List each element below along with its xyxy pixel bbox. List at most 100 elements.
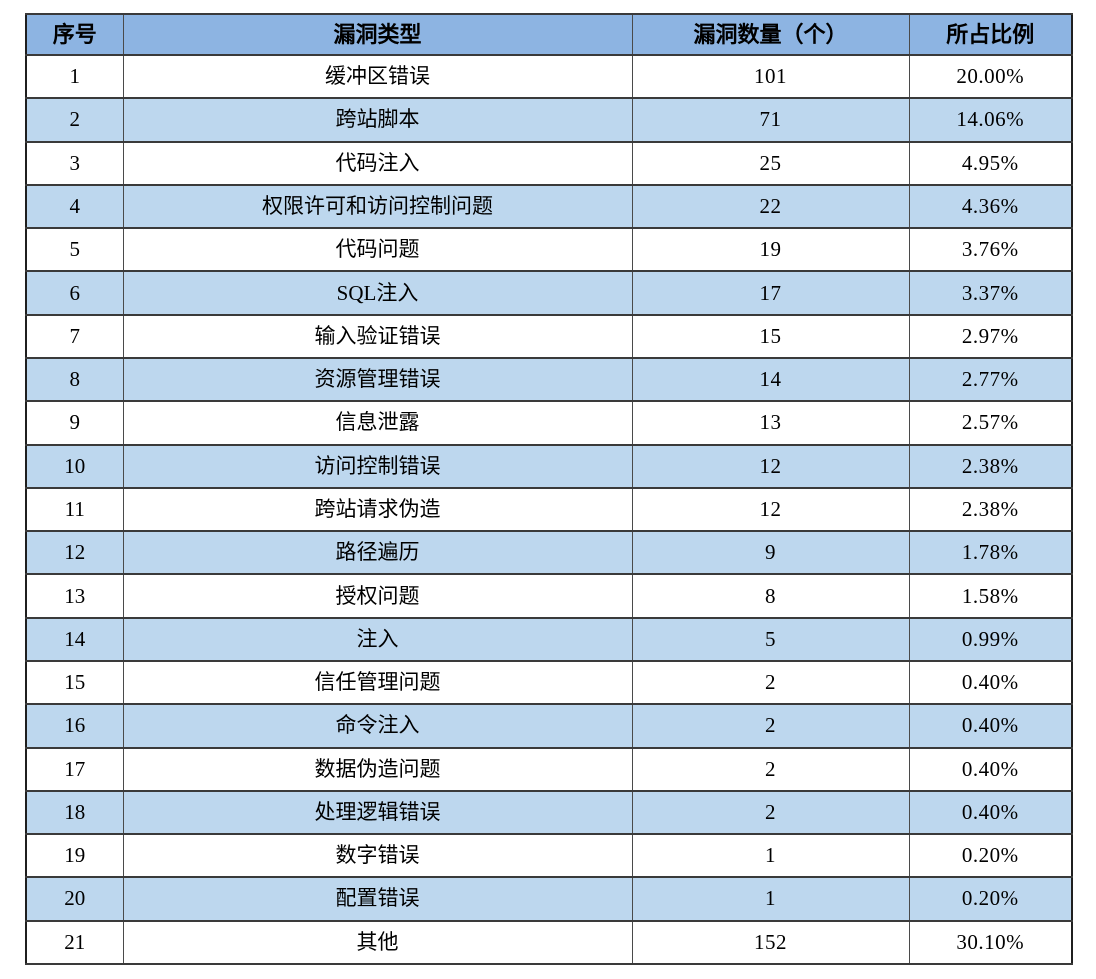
cell-vuln-count: 9: [631, 530, 910, 576]
cell-row-number: 21: [25, 919, 124, 966]
cell-vuln-type: 代码注入: [122, 140, 633, 186]
cell-vuln-count: 71: [631, 97, 910, 143]
cell-vuln-ratio: 3.76%: [908, 227, 1073, 273]
cell-vuln-ratio: 2.97%: [908, 313, 1073, 359]
cell-vuln-count: 2: [631, 789, 910, 836]
cell-vuln-ratio: 0.99%: [908, 616, 1073, 662]
cell-vuln-ratio: 2.77%: [908, 356, 1073, 403]
cell-vuln-count: 14: [631, 356, 910, 403]
cell-vuln-count: 8: [631, 573, 910, 619]
cell-vuln-type: 权限许可和访问控制问题: [122, 183, 633, 230]
table-row: 21 其他 152 30.10%: [25, 919, 1073, 966]
cell-row-number: 6: [25, 270, 124, 316]
cell-vuln-type: 信息泄露: [122, 400, 633, 446]
cell-vuln-count: 17: [631, 270, 910, 316]
cell-vuln-type: 配置错误: [122, 876, 633, 922]
table-row: 1 缓冲区错误 101 20.00%: [25, 53, 1073, 100]
cell-vuln-type: 跨站请求伪造: [122, 486, 633, 533]
cell-vuln-count: 2: [631, 703, 910, 749]
cell-vuln-ratio: 2.57%: [908, 400, 1073, 446]
table-row: 8 资源管理错误 14 2.77%: [25, 356, 1073, 403]
table-row: 18 处理逻辑错误 2 0.40%: [25, 789, 1073, 836]
cell-vuln-count: 101: [631, 53, 910, 100]
cell-vuln-type: 命令注入: [122, 703, 633, 749]
cell-vuln-ratio: 30.10%: [908, 919, 1073, 966]
cell-vuln-type: 授权问题: [122, 573, 633, 619]
vulnerability-stats-table: 序号 漏洞类型 漏洞数量（个） 所占比例 1 缓冲区错误 101 20.00% …: [25, 13, 1073, 966]
table-row: 6 SQL注入 17 3.37%: [25, 270, 1073, 316]
cell-vuln-ratio: 2.38%: [908, 486, 1073, 533]
cell-vuln-count: 1: [631, 876, 910, 922]
cell-vuln-ratio: 20.00%: [908, 53, 1073, 100]
cell-row-number: 7: [25, 313, 124, 359]
table-row: 20 配置错误 1 0.20%: [25, 876, 1073, 922]
cell-vuln-ratio: 2.38%: [908, 443, 1073, 489]
cell-vuln-count: 1: [631, 833, 910, 879]
cell-vuln-count: 22: [631, 183, 910, 230]
cell-vuln-type: 跨站脚本: [122, 97, 633, 143]
cell-vuln-type: 其他: [122, 919, 633, 966]
cell-row-number: 20: [25, 876, 124, 922]
cell-row-number: 15: [25, 659, 124, 706]
cell-vuln-ratio: 0.20%: [908, 833, 1073, 879]
cell-vuln-type: SQL注入: [122, 270, 633, 316]
cell-vuln-count: 12: [631, 486, 910, 533]
cell-row-number: 9: [25, 400, 124, 446]
header-row: 序号 漏洞类型 漏洞数量（个） 所占比例: [25, 13, 1073, 56]
cell-row-number: 13: [25, 573, 124, 619]
table-row: 4 权限许可和访问控制问题 22 4.36%: [25, 183, 1073, 230]
cell-vuln-count: 25: [631, 140, 910, 186]
cell-row-number: 19: [25, 833, 124, 879]
cell-row-number: 16: [25, 703, 124, 749]
cell-row-number: 14: [25, 616, 124, 662]
cell-vuln-ratio: 1.78%: [908, 530, 1073, 576]
table-row: 9 信息泄露 13 2.57%: [25, 400, 1073, 446]
cell-vuln-ratio: 4.36%: [908, 183, 1073, 230]
cell-vuln-ratio: 0.20%: [908, 876, 1073, 922]
cell-vuln-count: 2: [631, 746, 910, 792]
cell-vuln-type: 输入验证错误: [122, 313, 633, 359]
cell-vuln-ratio: 0.40%: [908, 703, 1073, 749]
cell-vuln-ratio: 0.40%: [908, 659, 1073, 706]
cell-vuln-type: 缓冲区错误: [122, 53, 633, 100]
table-row: 3 代码注入 25 4.95%: [25, 140, 1073, 186]
cell-vuln-count: 2: [631, 659, 910, 706]
cell-vuln-ratio: 14.06%: [908, 97, 1073, 143]
cell-vuln-count: 19: [631, 227, 910, 273]
header-cell-count: 漏洞数量（个）: [631, 13, 910, 56]
table-row: 17 数据伪造问题 2 0.40%: [25, 746, 1073, 792]
table-row: 7 输入验证错误 15 2.97%: [25, 313, 1073, 359]
table-row: 14 注入 5 0.99%: [25, 616, 1073, 662]
table-body: 1 缓冲区错误 101 20.00% 2 跨站脚本 71 14.06% 3 代码…: [25, 53, 1073, 966]
cell-row-number: 18: [25, 789, 124, 836]
table-row: 16 命令注入 2 0.40%: [25, 703, 1073, 749]
cell-row-number: 12: [25, 530, 124, 576]
header-cell-no: 序号: [25, 13, 124, 56]
cell-vuln-ratio: 0.40%: [908, 746, 1073, 792]
cell-vuln-type: 数据伪造问题: [122, 746, 633, 792]
cell-vuln-count: 15: [631, 313, 910, 359]
cell-vuln-type: 路径遍历: [122, 530, 633, 576]
cell-vuln-type: 访问控制错误: [122, 443, 633, 489]
cell-vuln-type: 注入: [122, 616, 633, 662]
cell-row-number: 11: [25, 486, 124, 533]
cell-row-number: 8: [25, 356, 124, 403]
table-row: 12 路径遍历 9 1.78%: [25, 530, 1073, 576]
cell-vuln-count: 5: [631, 616, 910, 662]
cell-vuln-type: 代码问题: [122, 227, 633, 273]
cell-row-number: 3: [25, 140, 124, 186]
cell-vuln-type: 处理逻辑错误: [122, 789, 633, 836]
table-row: 11 跨站请求伪造 12 2.38%: [25, 486, 1073, 533]
table-row: 2 跨站脚本 71 14.06%: [25, 97, 1073, 143]
cell-vuln-type: 数字错误: [122, 833, 633, 879]
cell-vuln-count: 13: [631, 400, 910, 446]
cell-vuln-type: 资源管理错误: [122, 356, 633, 403]
table-row: 13 授权问题 8 1.58%: [25, 573, 1073, 619]
table-row: 5 代码问题 19 3.76%: [25, 227, 1073, 273]
cell-row-number: 17: [25, 746, 124, 792]
table-row: 10 访问控制错误 12 2.38%: [25, 443, 1073, 489]
cell-vuln-count: 12: [631, 443, 910, 489]
header-cell-type: 漏洞类型: [122, 13, 633, 56]
cell-row-number: 1: [25, 53, 124, 100]
